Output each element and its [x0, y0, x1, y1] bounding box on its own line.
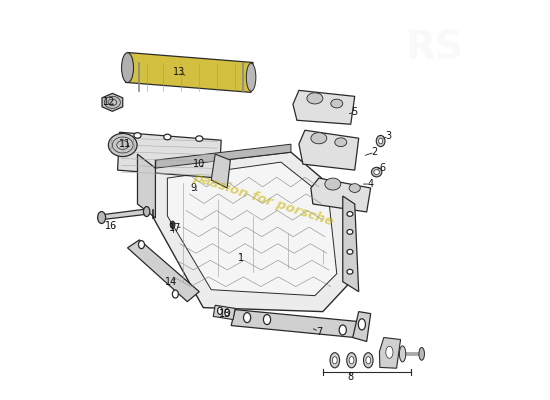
Text: 10: 10 — [193, 159, 205, 169]
Ellipse shape — [144, 206, 150, 216]
Polygon shape — [343, 196, 359, 292]
Ellipse shape — [366, 357, 371, 364]
Polygon shape — [293, 90, 355, 124]
Ellipse shape — [325, 178, 341, 190]
Ellipse shape — [311, 133, 327, 144]
Ellipse shape — [364, 353, 373, 368]
Ellipse shape — [347, 230, 353, 234]
Polygon shape — [138, 154, 156, 218]
Polygon shape — [231, 310, 359, 338]
Ellipse shape — [349, 184, 360, 192]
Polygon shape — [353, 312, 371, 342]
Ellipse shape — [164, 134, 171, 140]
Polygon shape — [211, 154, 230, 188]
Ellipse shape — [225, 309, 229, 316]
Text: 3: 3 — [386, 131, 392, 141]
Text: 2: 2 — [372, 147, 378, 157]
Ellipse shape — [335, 138, 346, 146]
Polygon shape — [118, 132, 221, 178]
Polygon shape — [311, 178, 371, 212]
Text: 17: 17 — [169, 223, 182, 233]
Text: 11: 11 — [119, 139, 131, 149]
Ellipse shape — [332, 357, 337, 364]
Text: RS: RS — [405, 30, 464, 68]
Ellipse shape — [196, 136, 203, 142]
Ellipse shape — [218, 307, 222, 314]
Ellipse shape — [371, 167, 382, 177]
Ellipse shape — [374, 170, 379, 174]
Ellipse shape — [419, 348, 425, 360]
Polygon shape — [153, 152, 351, 312]
Ellipse shape — [170, 221, 175, 228]
Ellipse shape — [347, 269, 353, 274]
Ellipse shape — [172, 290, 178, 298]
Ellipse shape — [386, 346, 393, 358]
Ellipse shape — [246, 63, 256, 91]
Text: 15: 15 — [219, 309, 232, 319]
Ellipse shape — [347, 212, 353, 216]
Polygon shape — [167, 162, 337, 296]
Text: 7: 7 — [316, 326, 322, 336]
Text: passion for porsche: passion for porsche — [191, 171, 335, 229]
Polygon shape — [379, 338, 400, 368]
Ellipse shape — [331, 99, 343, 108]
Text: 13: 13 — [173, 68, 185, 78]
Ellipse shape — [307, 93, 323, 104]
Text: 5: 5 — [351, 107, 358, 117]
Text: 12: 12 — [103, 97, 116, 107]
Ellipse shape — [139, 241, 145, 249]
Text: 1: 1 — [238, 253, 244, 263]
Ellipse shape — [108, 134, 137, 156]
Ellipse shape — [330, 353, 339, 368]
Polygon shape — [125, 52, 253, 92]
Ellipse shape — [134, 133, 141, 138]
Polygon shape — [299, 130, 359, 170]
Ellipse shape — [358, 319, 366, 330]
Text: 4: 4 — [367, 179, 374, 189]
Text: 6: 6 — [379, 163, 386, 173]
Polygon shape — [213, 305, 235, 320]
Polygon shape — [156, 144, 291, 168]
Text: 14: 14 — [165, 277, 178, 287]
Ellipse shape — [263, 315, 271, 324]
Ellipse shape — [347, 250, 353, 254]
Polygon shape — [102, 93, 123, 111]
Ellipse shape — [376, 136, 385, 146]
Polygon shape — [128, 240, 199, 302]
Ellipse shape — [339, 325, 347, 335]
Ellipse shape — [378, 138, 383, 144]
Ellipse shape — [399, 346, 406, 362]
Ellipse shape — [122, 53, 134, 83]
Text: 9: 9 — [190, 183, 196, 193]
Ellipse shape — [346, 353, 356, 368]
Ellipse shape — [349, 357, 354, 364]
Polygon shape — [99, 209, 150, 220]
Ellipse shape — [97, 212, 106, 224]
Text: 16: 16 — [106, 221, 118, 231]
Text: 8: 8 — [348, 372, 354, 382]
Ellipse shape — [244, 313, 251, 322]
